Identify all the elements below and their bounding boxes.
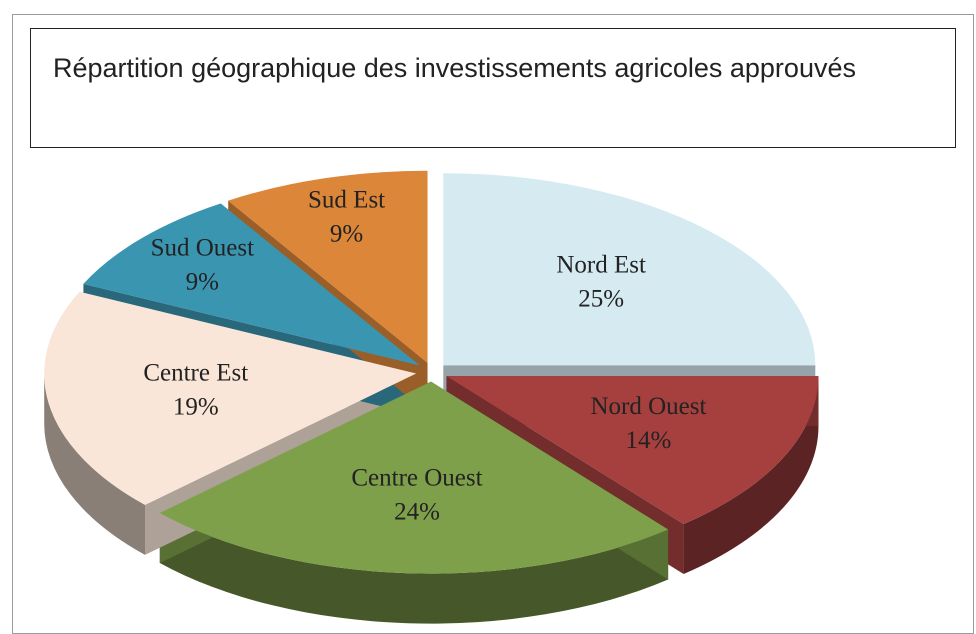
slice-tops xyxy=(44,170,819,574)
slice-top xyxy=(228,170,428,363)
slice-value-label: 19% xyxy=(173,393,219,420)
slice-value-label: 25% xyxy=(578,285,624,312)
slice-label: Sud Est xyxy=(308,187,385,214)
slice-label: Sud Ouest xyxy=(151,234,255,261)
slice-side xyxy=(44,373,146,555)
slice-top xyxy=(83,203,420,366)
slice-top xyxy=(446,376,819,525)
slice-label: Nord Ouest xyxy=(590,393,706,420)
slice-value-label: 9% xyxy=(186,268,219,295)
slice-value-label: 14% xyxy=(626,427,672,454)
slice-value-label: 24% xyxy=(394,498,440,525)
chart-title: Répartition géographique des investissem… xyxy=(30,28,956,148)
slice-label: Centre Est xyxy=(143,359,248,386)
slice-label: Nord Est xyxy=(556,251,646,278)
slice-value-label: 9% xyxy=(330,221,363,248)
slice-side xyxy=(683,376,819,575)
slice-side xyxy=(159,513,669,624)
slice-top xyxy=(443,173,816,366)
slice-label: Centre Ouest xyxy=(351,464,482,491)
slice-top xyxy=(44,291,417,505)
slice-top xyxy=(159,381,669,574)
